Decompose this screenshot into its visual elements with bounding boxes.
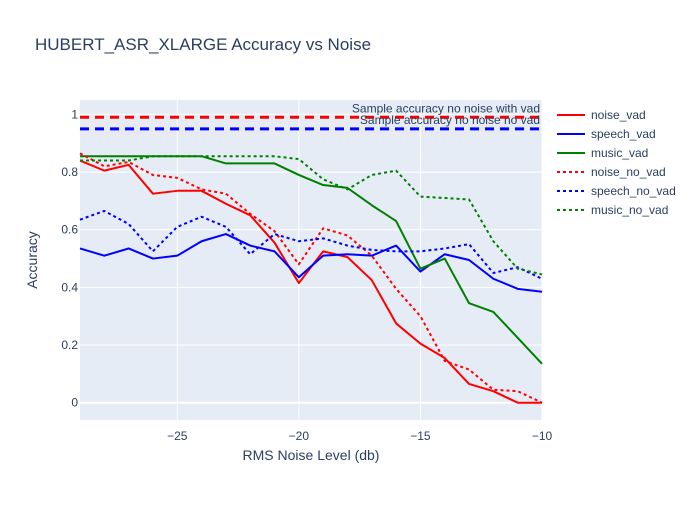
- grid-lines: [80, 100, 543, 420]
- legend-label: noise_vad: [591, 108, 646, 122]
- legend-item-music-no-vad[interactable]: music_no_vad: [557, 203, 668, 217]
- reference-line-label: Sample accuracy no noise no vad: [360, 113, 540, 127]
- legend-item-speech-no-vad[interactable]: speech_no_vad: [557, 184, 676, 198]
- legend[interactable]: noise_vad speech_vad music_vad noise_no_vad…: [557, 108, 676, 217]
- series-line-music-vad: [80, 155, 543, 365]
- legend-label: music_vad: [591, 146, 648, 160]
- x-tick-label: −20: [289, 429, 310, 443]
- legend-label: music_no_vad: [591, 203, 668, 217]
- series-line-speech-no-vad: [79, 209, 543, 280]
- axes: −25 −20 −15 −10 0 0.2 0.4 0.6 0.8 1: [61, 107, 552, 443]
- y-tick-label: 0.2: [61, 338, 78, 352]
- legend-item-noise-vad[interactable]: noise_vad: [557, 108, 646, 122]
- series-line-music-no-vad: [80, 155, 543, 276]
- x-axis-title: RMS Noise Level (db): [243, 447, 380, 463]
- x-tick-label: −25: [167, 429, 188, 443]
- legend-label: speech_vad: [591, 127, 656, 141]
- series-line-speech-vad: [79, 233, 543, 293]
- y-tick-label: 0: [71, 396, 78, 410]
- y-axis-title: Accuracy: [24, 231, 40, 289]
- y-tick-label: 0.8: [61, 165, 78, 179]
- y-tick-label: 0.4: [61, 280, 78, 294]
- legend-item-speech-vad[interactable]: speech_vad: [557, 127, 656, 141]
- chart-title: HUBERT_ASR_XLARGE Accuracy vs Noise: [35, 35, 371, 54]
- legend-label: speech_no_vad: [591, 184, 676, 198]
- reference-lines: Sample accuracy no noise with vadSample …: [80, 101, 542, 131]
- y-tick-label: 1: [71, 107, 78, 121]
- series-lines: [79, 152, 543, 404]
- legend-label: noise_no_vad: [591, 165, 666, 179]
- y-tick-label: 0.6: [61, 223, 78, 237]
- x-tick-label: −15: [410, 429, 431, 443]
- reference-line-label: Sample accuracy no noise with vad: [352, 101, 540, 115]
- legend-item-music-vad[interactable]: music_vad: [557, 146, 648, 160]
- x-tick-label: −10: [532, 429, 553, 443]
- legend-item-noise-no-vad[interactable]: noise_no_vad: [557, 165, 666, 179]
